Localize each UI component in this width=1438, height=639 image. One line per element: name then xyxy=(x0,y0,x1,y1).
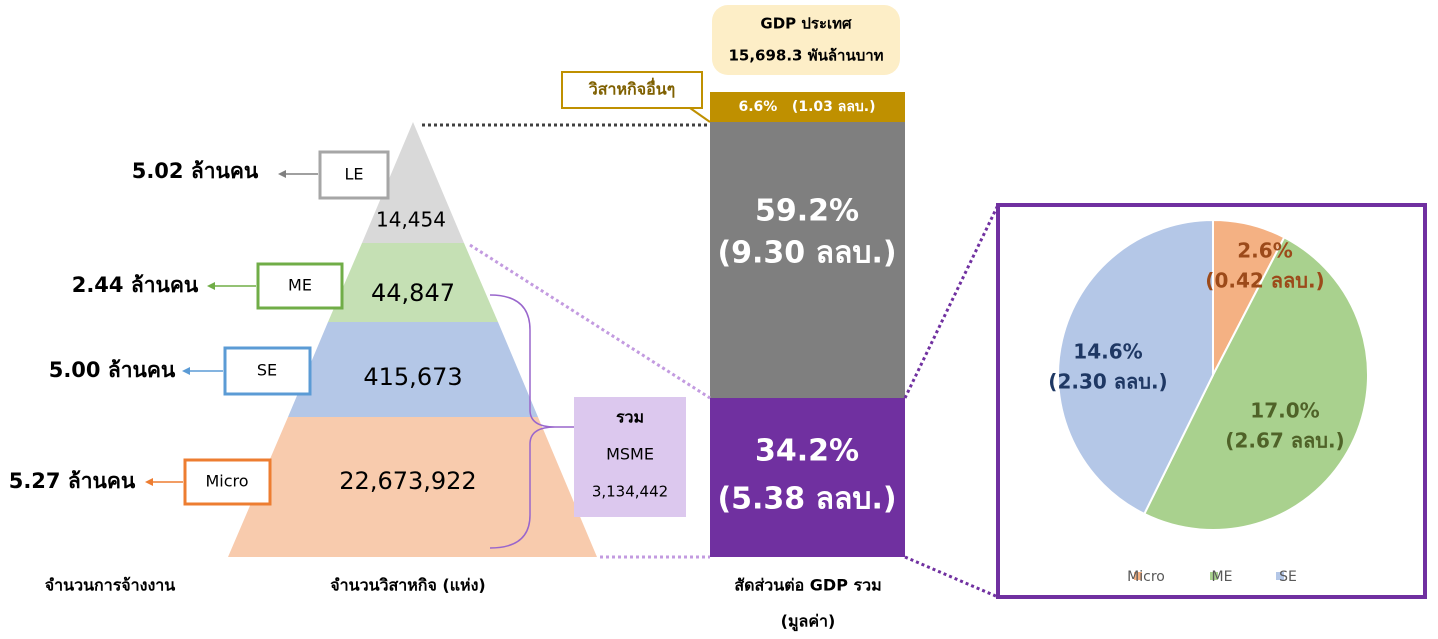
gdp-header: 15,698.3 พันล้านบาท xyxy=(728,47,883,65)
pie-label: 14.6% xyxy=(1073,340,1142,364)
layer-count: 44,847 xyxy=(371,279,455,307)
layer-label: SE xyxy=(257,361,277,380)
bar-label: (9.30 ลลบ.) xyxy=(717,236,896,271)
box-micro xyxy=(183,458,272,506)
others-connector xyxy=(689,107,711,123)
msme-box xyxy=(574,397,686,517)
layer-label: ME xyxy=(288,276,312,295)
arrows xyxy=(145,170,318,486)
layer-count: 14,454 xyxy=(376,208,446,232)
emp: 5.27 ล้านคน xyxy=(9,469,136,493)
pie-slice xyxy=(1142,235,1369,531)
bar-le xyxy=(710,122,905,398)
pie-label: (2.30 ลลบ.) xyxy=(1048,370,1167,394)
box-le xyxy=(318,150,390,200)
bar-label: 34.2% xyxy=(755,434,859,469)
emp-title: จำนวนการจ้างงาน xyxy=(45,576,175,595)
legend-label: ME xyxy=(1212,569,1233,585)
box-se xyxy=(223,346,312,396)
emp: 5.00 ล้านคน xyxy=(49,358,176,382)
layer-le xyxy=(362,122,464,243)
pie-label: 2.6% xyxy=(1237,239,1292,263)
layer-se xyxy=(288,322,538,417)
emp: 2.44 ล้านคน xyxy=(72,273,199,297)
layer-label: Micro xyxy=(205,472,248,491)
msme: รวม xyxy=(616,408,644,427)
pie-label: (0.42 ลลบ.) xyxy=(1205,269,1324,293)
layer-me xyxy=(328,243,498,322)
emp: 5.02 ล้านคน xyxy=(132,159,259,183)
others-label: วิสาหกิจอื่นๆ xyxy=(588,78,676,99)
layer-label: LE xyxy=(344,165,363,184)
bar-label: 6.6% (1.03 ลลบ.) xyxy=(738,99,875,115)
dotted-lines xyxy=(422,123,1000,599)
bar-msme xyxy=(710,398,905,557)
others-box xyxy=(561,71,703,109)
bar-others xyxy=(710,92,905,122)
legend-label: SE xyxy=(1279,569,1297,585)
pie-label: (2.67 ลลบ.) xyxy=(1225,429,1344,453)
texts: 5.02 ล้านคน 2.44 ล้านคน 5.00 ล้านคน 5.27… xyxy=(9,159,882,633)
legend-swatch xyxy=(1276,572,1284,580)
gdp-header-box xyxy=(712,5,900,75)
gdp-header: GDP ประเทศ xyxy=(760,15,852,33)
pie-slice xyxy=(1057,218,1214,516)
layer-count: 22,673,922 xyxy=(339,467,476,495)
box-me xyxy=(256,262,344,310)
layer-count: 415,673 xyxy=(363,363,462,391)
msme: 3,134,442 xyxy=(592,483,668,501)
legend-label: Micro xyxy=(1127,569,1165,585)
pie-label: 17.0% xyxy=(1250,399,1319,423)
layer-micro xyxy=(228,417,597,557)
legend-swatch xyxy=(1210,572,1218,580)
legend-swatch xyxy=(1134,572,1142,580)
bar-label: (5.38 ลลบ.) xyxy=(717,482,896,517)
bar-label: 59.2% xyxy=(755,194,859,229)
pyramid-title: จำนวนวิสาหกิจ (แห่ง) xyxy=(330,576,485,595)
layer-texts: LE ME SE Micro 14,454 44,847 415,673 22,… xyxy=(205,15,896,517)
msme: MSME xyxy=(606,445,654,464)
gdp-title: (มูลค่า) xyxy=(781,612,836,633)
gdp-title: สัดส่วนต่อ GDP รวม xyxy=(734,576,881,595)
